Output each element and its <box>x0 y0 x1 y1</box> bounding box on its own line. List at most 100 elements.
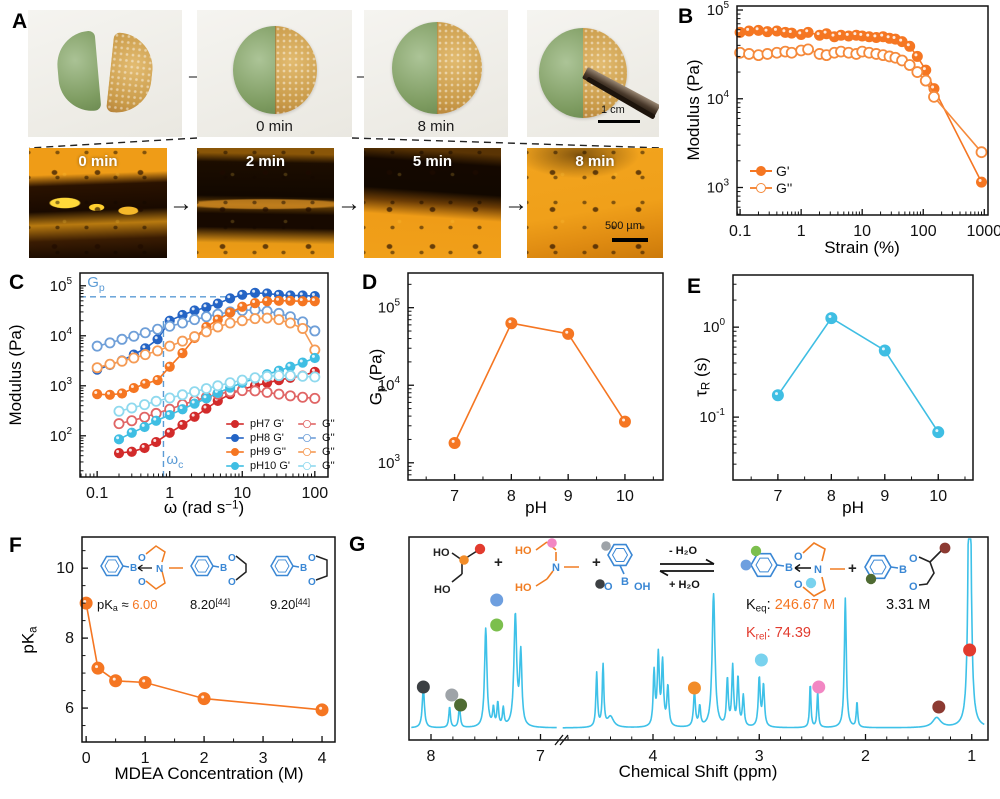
scalebar-label: 500 µm <box>605 220 642 232</box>
pka-structures: B O O N B O O B O O <box>100 545 328 590</box>
panel-label-g: G <box>349 533 366 556</box>
svg-text:100: 100 <box>703 317 726 336</box>
svg-text:1: 1 <box>165 485 174 502</box>
reaction-scheme: HO HO + HO HO N + B O OH - H₂O + H₂O <box>433 538 951 597</box>
panel-label-d: D <box>362 271 378 294</box>
structure-pba: B O OH <box>595 541 651 593</box>
chart-D: 7 8 9 10 103 104 105 <box>378 272 664 505</box>
svg-text:105: 105 <box>707 0 730 19</box>
open-circle-marker-icon <box>298 433 316 443</box>
svg-text:O: O <box>909 553 918 565</box>
svg-text:105: 105 <box>378 298 401 317</box>
krel-value: Krel: 74.39 <box>746 625 811 643</box>
legend-frequency-sweep: pH7 G' G'' pH8 G' G'' pH9 G'' G'' pH10 G' G'' <box>224 417 335 473</box>
svg-text:8: 8 <box>427 748 436 765</box>
structure-product-boronate: B O O N <box>740 542 845 597</box>
svg-text:HO: HO <box>433 547 450 559</box>
product2-concentration: 3.31 M <box>886 597 931 613</box>
svg-text:3: 3 <box>259 750 268 767</box>
svg-text:10: 10 <box>853 223 871 240</box>
svg-text:4: 4 <box>649 748 658 765</box>
plus-sign: + <box>592 554 601 571</box>
structure-diol: HO HO <box>433 543 486 596</box>
svg-text:104: 104 <box>378 375 401 394</box>
legend-item: G'' <box>750 179 792 196</box>
svg-text:HO: HO <box>515 545 532 557</box>
svg-text:0.1: 0.1 <box>729 223 751 240</box>
svg-text:8: 8 <box>827 488 836 505</box>
scalebar-label: 1 cm <box>601 104 625 116</box>
svg-text:O: O <box>308 577 316 588</box>
photo-caption: 0 min <box>256 118 293 135</box>
svg-text:B: B <box>130 563 137 574</box>
svg-text:10: 10 <box>929 488 947 505</box>
svg-text:104: 104 <box>707 89 730 108</box>
healed-disc <box>233 26 317 114</box>
arrow-icon: → <box>169 190 193 217</box>
svg-text:O: O <box>228 577 236 588</box>
svg-text:7: 7 <box>450 488 459 505</box>
svg-text:OH: OH <box>634 581 651 593</box>
panel-label-e: E <box>687 275 702 298</box>
svg-text:HO: HO <box>515 582 532 594</box>
svg-text:- H₂O: - H₂O <box>669 545 698 557</box>
pka-value-2: 8.20[44] <box>190 597 231 612</box>
svg-text:10: 10 <box>56 560 74 577</box>
svg-text:N: N <box>156 564 163 575</box>
panel-label-f: F <box>9 534 22 557</box>
svg-text:105: 105 <box>50 276 73 295</box>
svg-text:100: 100 <box>910 223 937 240</box>
micrograph-8min: 8 min 500 µm <box>527 148 663 258</box>
legend-label: pH8 G' <box>250 432 284 444</box>
axis-title-x-F: MDEA Concentration (M) <box>114 764 304 783</box>
svg-text:B: B <box>785 562 793 574</box>
svg-text:9: 9 <box>564 488 573 505</box>
pka-value-1: pKa ≈ 6.00 <box>97 597 158 614</box>
svg-text:1: 1 <box>967 748 976 765</box>
panel-label-a: A <box>12 10 28 33</box>
filled-circle-marker-icon <box>226 419 244 429</box>
photo-tweezers: 1 cm <box>527 10 659 137</box>
svg-text:103: 103 <box>707 178 730 197</box>
svg-text:O: O <box>228 553 236 564</box>
svg-text:6: 6 <box>65 700 74 717</box>
svg-text:100: 100 <box>301 485 328 502</box>
chart-C: 0.1 1 10 100 102 103 104 105 Gp ωc <box>50 272 329 502</box>
filled-circle-marker-icon <box>226 447 244 457</box>
svg-text:4: 4 <box>318 750 327 767</box>
svg-text:O: O <box>909 581 918 593</box>
structure-dioxaborolane: B O O <box>190 553 247 588</box>
svg-text:7: 7 <box>773 488 782 505</box>
svg-text:7: 7 <box>536 748 545 765</box>
chart-G: 8 7 4 3 2 1 <box>408 536 989 765</box>
gel-half-amber <box>105 32 157 116</box>
legend-item: G' <box>750 162 792 179</box>
svg-text:N: N <box>814 564 822 576</box>
legend-label: G' <box>776 162 790 179</box>
panel-label-b: B <box>678 5 694 28</box>
svg-text:O: O <box>308 553 316 564</box>
chart-F: 0 1 2 3 4 6 8 10 <box>56 536 336 767</box>
open-circle-marker-icon <box>298 419 316 429</box>
svg-text:B: B <box>899 564 907 576</box>
svg-text:B: B <box>621 576 629 588</box>
micrograph-0min: 0 min <box>29 148 167 258</box>
svg-text:0.1: 0.1 <box>86 485 108 502</box>
svg-text:10-1: 10-1 <box>699 407 725 426</box>
legend-row: pH10 G' G'' <box>224 459 335 473</box>
scalebar <box>598 120 640 123</box>
legend-row: pH8 G' G'' <box>224 431 335 445</box>
svg-text:HO: HO <box>434 584 451 596</box>
svg-text:+ H₂O: + H₂O <box>669 579 700 591</box>
svg-text:1000: 1000 <box>966 223 1000 240</box>
svg-text:Gp: Gp <box>87 274 105 294</box>
svg-text:10: 10 <box>233 485 251 502</box>
plus-sign: + <box>848 560 857 577</box>
axis-title-x-B: Strain (%) <box>824 238 900 257</box>
arrow-icon: → <box>337 190 361 217</box>
structure-nb-boronate: B O O N <box>100 545 183 590</box>
svg-text:O: O <box>794 579 803 591</box>
svg-text:8: 8 <box>65 630 74 647</box>
axis-title-x-E: pH <box>842 498 864 517</box>
axis-title-x-D: pH <box>525 498 547 517</box>
